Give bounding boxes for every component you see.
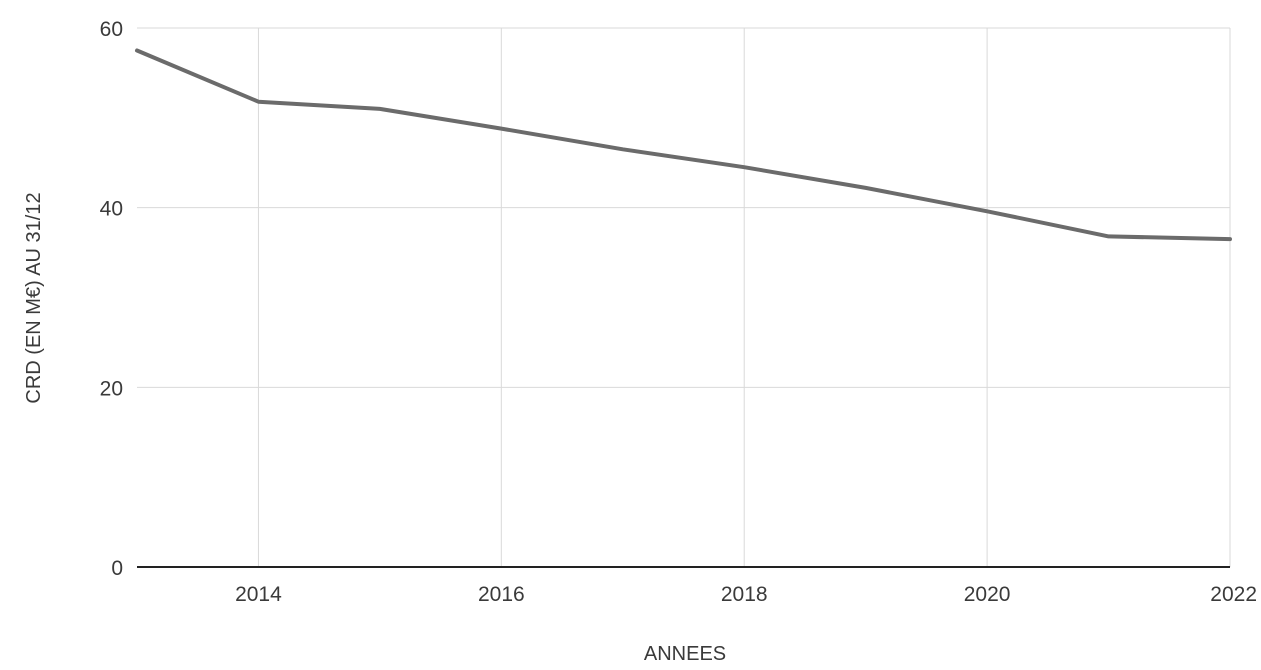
y-tick-label: 0	[111, 557, 123, 580]
y-axis-title: CRD (EN M€) AU 31/12	[23, 192, 45, 403]
y-tick-label: 40	[100, 198, 123, 221]
series-line	[135, 48, 1232, 242]
x-tick-label: 2018	[721, 583, 768, 606]
x-tick-label: 2014	[235, 583, 282, 606]
y-axis: 0 20 40 60	[100, 18, 123, 580]
x-tick-label: 2020	[964, 583, 1011, 606]
x-axis-title: ANNEES	[644, 643, 726, 665]
grid	[137, 27, 1231, 567]
x-tick-label: 2022	[1210, 583, 1257, 606]
y-tick-label: 20	[100, 377, 123, 400]
x-tick-label: 2016	[478, 583, 525, 606]
y-tick-label: 60	[100, 18, 123, 41]
series-group	[135, 48, 1232, 242]
x-axis: 2014 2016 2018 2020 2022	[137, 566, 1257, 606]
